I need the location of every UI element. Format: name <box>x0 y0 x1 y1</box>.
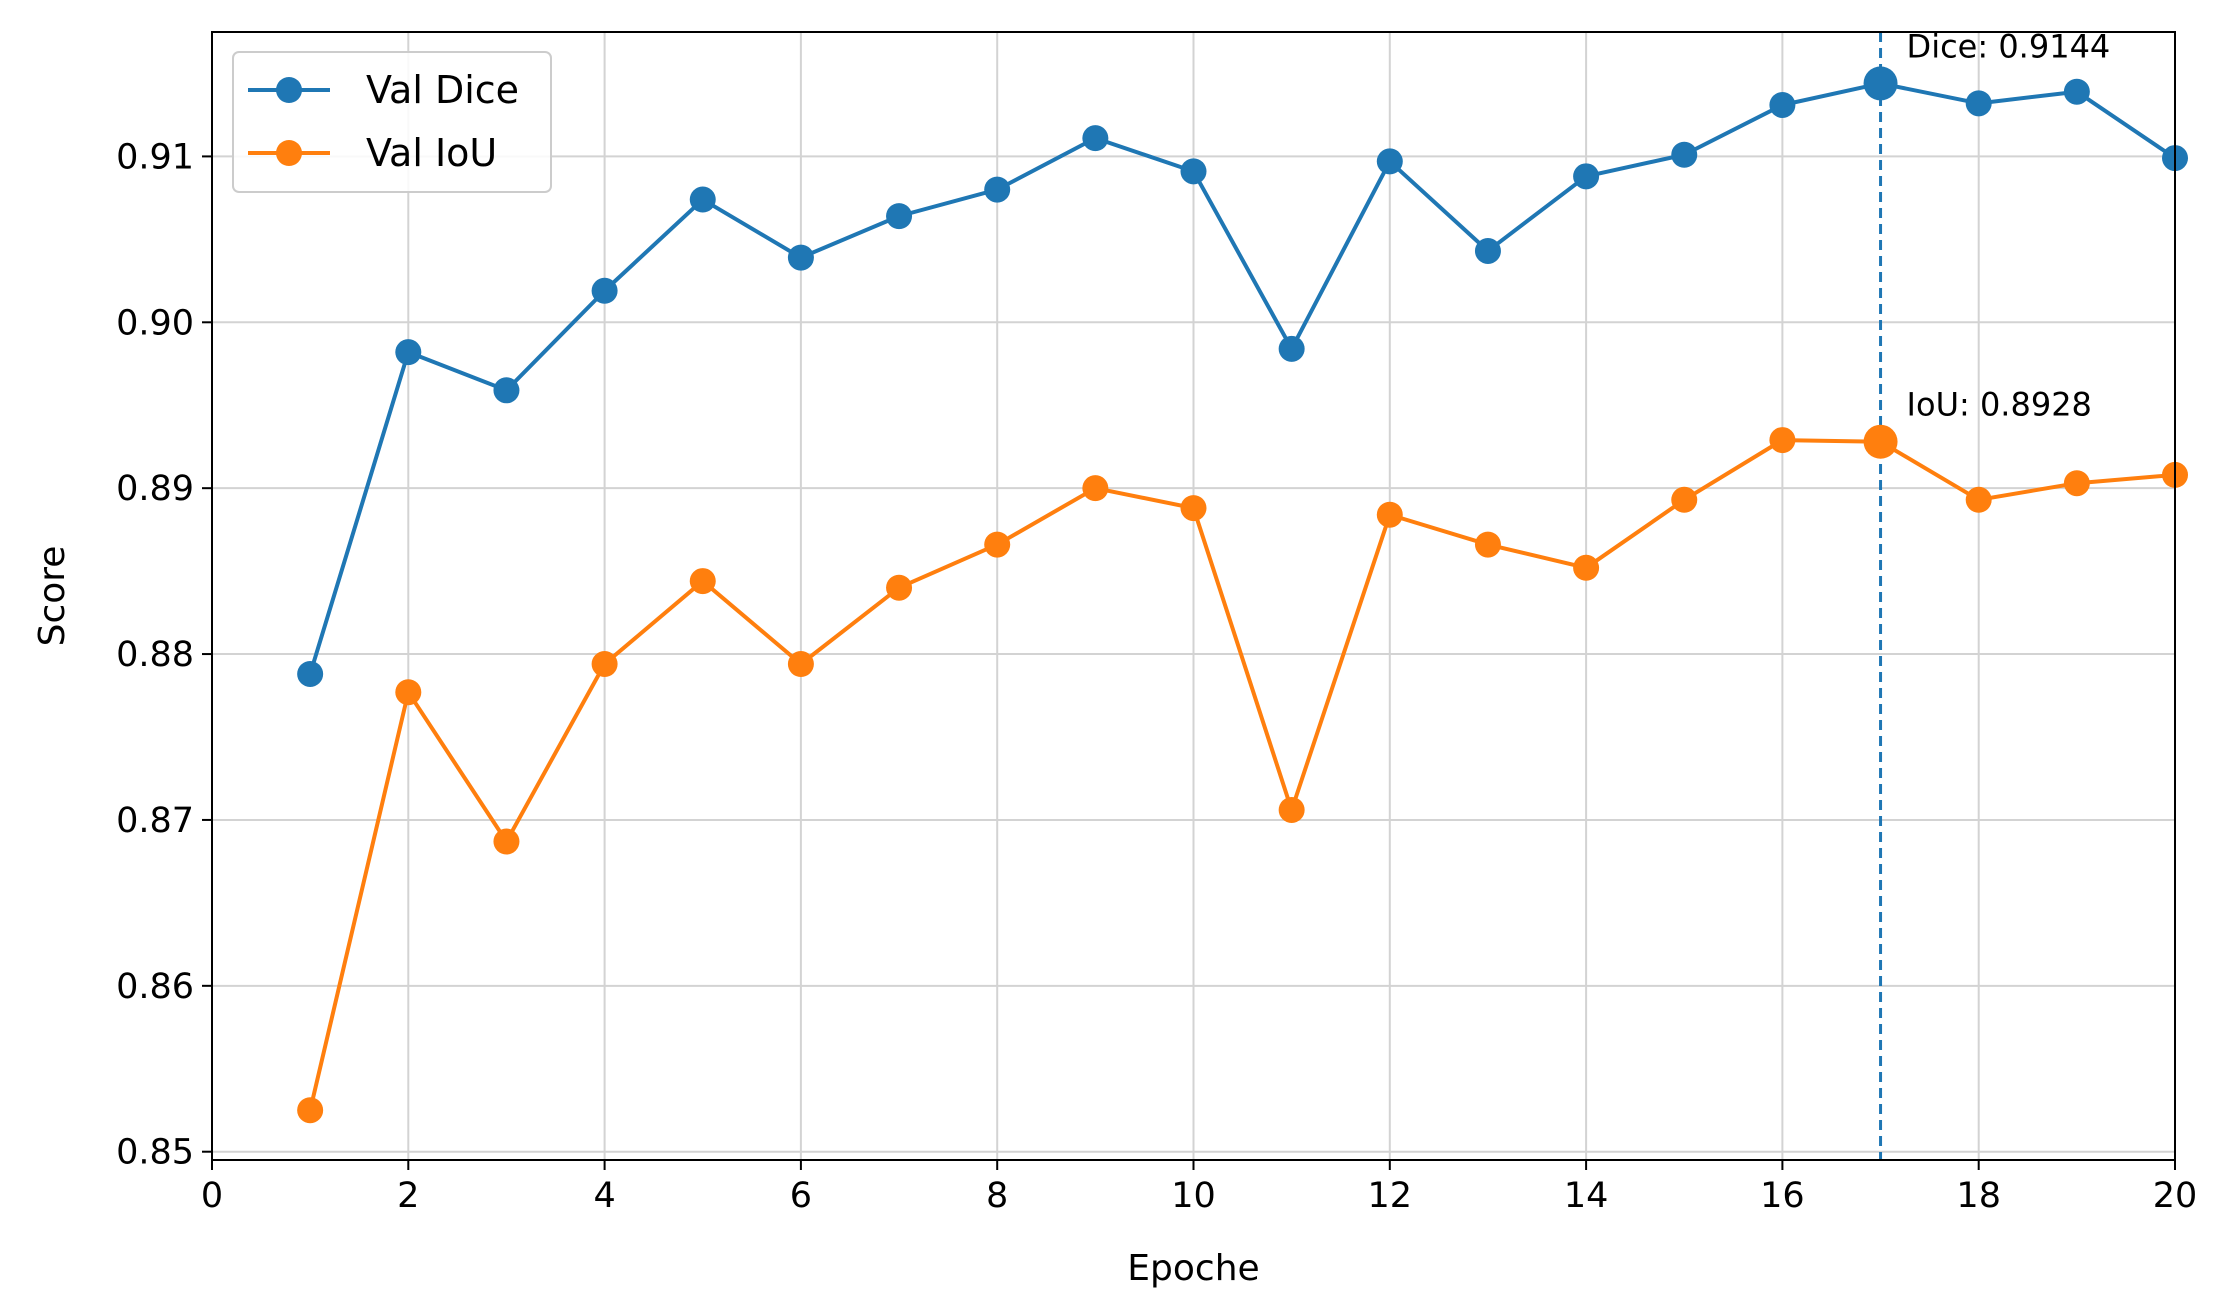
data-point <box>1278 335 1305 362</box>
data-point <box>1082 125 1109 152</box>
data-point <box>787 244 814 271</box>
data-point <box>1278 796 1305 823</box>
data-point <box>493 377 520 404</box>
data-point <box>984 531 1011 558</box>
data-point <box>689 568 716 595</box>
data-point <box>1180 495 1207 522</box>
y-tick-label: 0.89 <box>116 469 194 509</box>
data-point <box>1376 501 1403 528</box>
data-point <box>395 339 422 366</box>
data-point <box>1671 141 1698 168</box>
x-tick-label: 20 <box>2153 1176 2198 1216</box>
legend-entry-val-dice: Val Dice <box>248 68 519 112</box>
data-point <box>1573 554 1600 581</box>
y-tick-label: 0.91 <box>116 137 194 177</box>
x-tick-label: 0 <box>201 1176 223 1216</box>
data-point <box>1769 91 1796 118</box>
x-tick-label: 2 <box>397 1176 419 1216</box>
annotations: Dice: 0.9144 IoU: 0.8928 <box>1863 27 2111 459</box>
data-point <box>493 828 520 855</box>
data-point <box>787 651 814 678</box>
data-point <box>984 176 1011 203</box>
legend-marker <box>276 77 302 103</box>
data-point <box>1769 427 1796 454</box>
data-point <box>591 277 618 304</box>
series-val-dice <box>297 70 2188 687</box>
x-tick-label: 8 <box>986 1176 1008 1216</box>
y-tick-label: 0.85 <box>116 1133 194 1173</box>
y-axis-ticks: 0.85 0.86 0.87 0.88 0.89 0.90 0.91 <box>116 137 212 1173</box>
data-point <box>1573 163 1600 190</box>
data-point <box>2063 78 2090 105</box>
data-point <box>1671 486 1698 513</box>
data-point <box>1965 486 1992 513</box>
legend-entry-val-iou: Val IoU <box>248 131 497 175</box>
legend-box <box>232 51 552 193</box>
x-tick-label: 4 <box>593 1176 615 1216</box>
data-point <box>1180 158 1207 185</box>
x-axis-ticks: 0 2 4 6 8 10 12 14 16 18 20 <box>201 1160 2197 1216</box>
legend-label: Val IoU <box>366 131 497 175</box>
legend-label: Val Dice <box>366 68 519 112</box>
data-point <box>591 651 618 678</box>
x-tick-label: 6 <box>790 1176 812 1216</box>
x-tick-label: 12 <box>1368 1176 1413 1216</box>
series-val-iou <box>297 427 2188 1124</box>
data-point <box>1965 90 1992 117</box>
data-point <box>886 203 913 230</box>
data-point <box>297 1097 324 1124</box>
data-point <box>297 660 324 687</box>
x-tick-label: 10 <box>1171 1176 1216 1216</box>
legend: Val Dice Val IoU <box>232 51 552 193</box>
data-point <box>1474 237 1501 264</box>
y-axis-label: Score <box>32 546 73 647</box>
y-tick-label: 0.87 <box>116 801 194 841</box>
y-tick-label: 0.86 <box>116 967 194 1007</box>
data-point <box>689 186 716 213</box>
data-point <box>1082 475 1109 502</box>
data-point <box>1474 531 1501 558</box>
best-point-annotation: IoU: 0.8928 <box>1907 386 2092 424</box>
x-axis-label: Epoche <box>1127 1248 1259 1289</box>
x-tick-label: 14 <box>1564 1176 1609 1216</box>
best-point-marker <box>1863 424 1898 459</box>
data-point <box>1376 148 1403 175</box>
best-point-annotation: Dice: 0.9144 <box>1907 27 2111 65</box>
series-line <box>308 438 2176 1111</box>
x-tick-label: 16 <box>1760 1176 1805 1216</box>
x-tick-label: 18 <box>1956 1176 2001 1216</box>
y-tick-label: 0.90 <box>116 303 194 343</box>
data-point <box>395 679 422 706</box>
best-point-marker <box>1863 66 1898 101</box>
data-point <box>2063 470 2090 497</box>
series-line <box>308 81 2177 675</box>
legend-marker <box>276 140 302 166</box>
data-point <box>886 574 913 601</box>
y-tick-label: 0.88 <box>116 635 194 675</box>
series-layer <box>297 70 2188 1124</box>
